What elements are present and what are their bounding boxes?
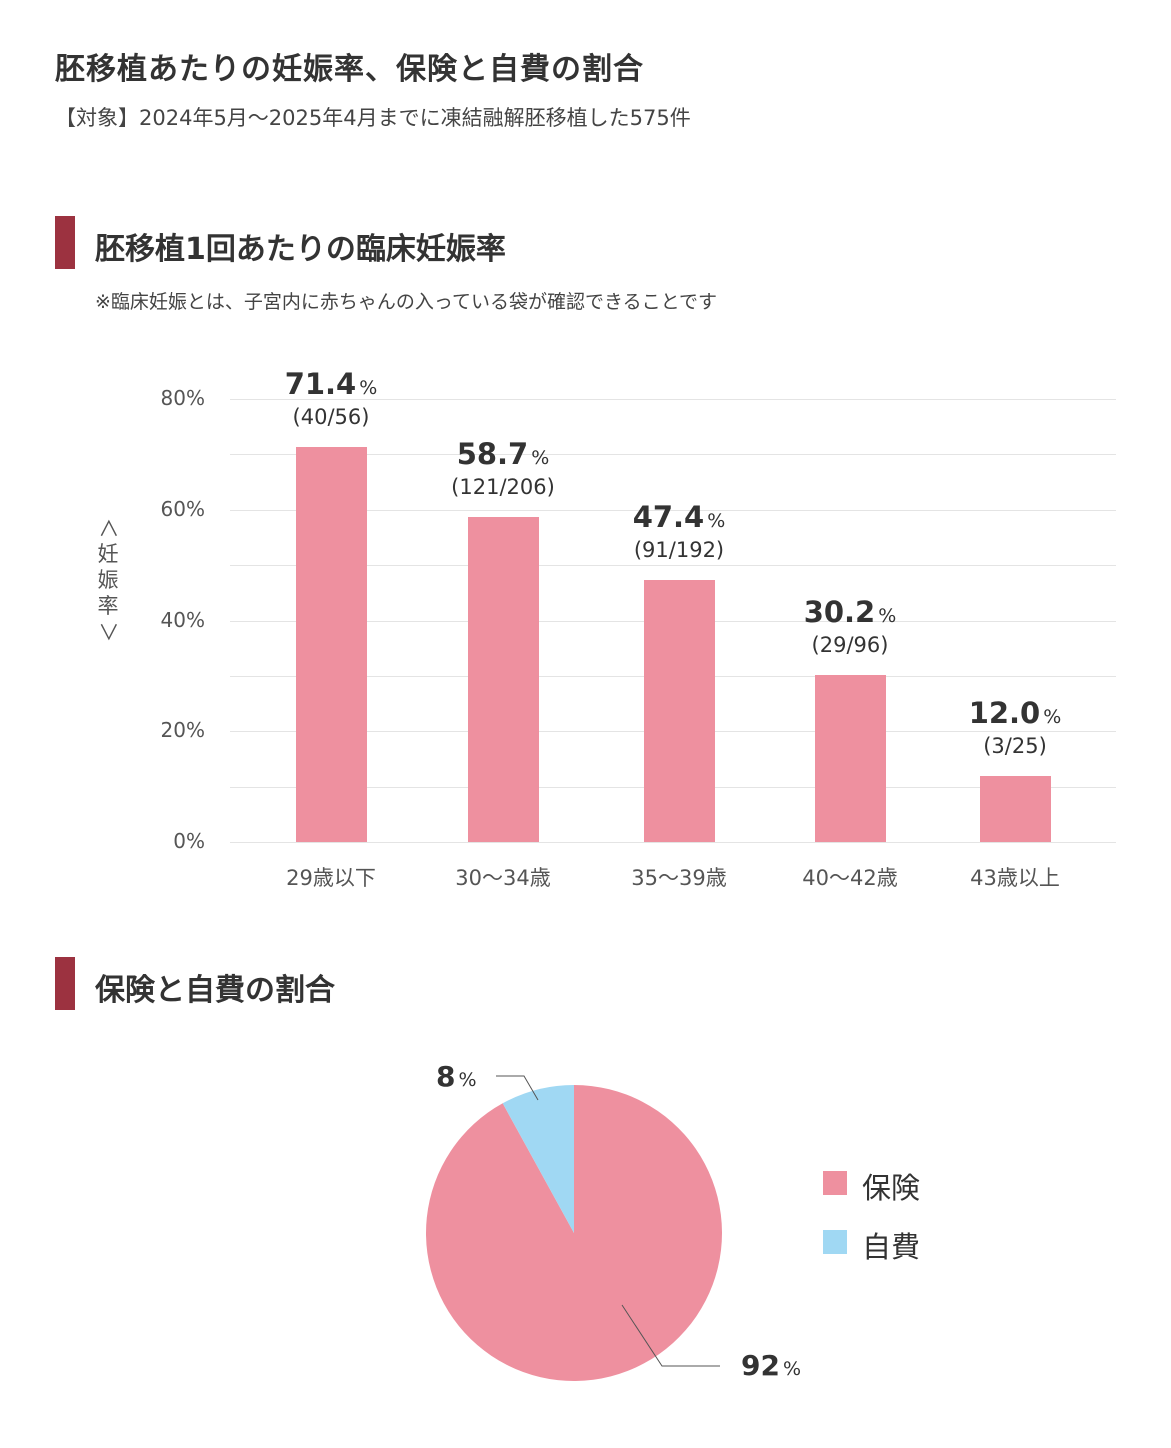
bar-value-number: 71.4 — [284, 366, 357, 401]
x-tick-label: 29歳以下 — [286, 866, 376, 890]
y-axis-label-char: 娠 — [97, 568, 119, 592]
section-note: ※臨床妊娠とは、子宮内に赤ちゃんの入っている袋が確認できることです — [95, 291, 718, 313]
pie-value-unit: % — [458, 1069, 477, 1091]
legend-swatch-self-pay — [823, 1230, 847, 1254]
legend-swatch-insurance — [823, 1171, 847, 1195]
pie-value-number: 92 — [741, 1349, 780, 1382]
y-axis-label-char: 率 — [97, 594, 119, 618]
section-heading-pregnancy-rate: 胚移植1回あたりの臨床妊娠率 — [95, 232, 506, 267]
bar-value-unit: % — [531, 446, 550, 469]
bar-value-label: 12.0% — [925, 696, 1105, 730]
gridline — [230, 399, 1116, 400]
bar-value-number: 47.4 — [632, 499, 705, 534]
bar — [814, 674, 886, 842]
pie-label-self-pay: 8% — [436, 1060, 477, 1093]
y-tick-label: 0% — [173, 829, 205, 853]
bar-count-label: (29/96) — [811, 632, 889, 657]
y-axis-label: ＜ 妊 娠 率 ＞ — [94, 515, 122, 645]
x-tick-label: 30〜34歳 — [455, 866, 551, 890]
bar-count-label: (91/192) — [633, 537, 725, 562]
y-tick-label: 60% — [160, 496, 205, 521]
bar-count-label: (40/56) — [292, 404, 370, 429]
gridline — [230, 565, 1116, 567]
bar-value-label: 30.2% — [760, 595, 940, 629]
bar-value-number: 58.7 — [456, 436, 529, 471]
x-tick-label: 40〜42歳 — [802, 866, 898, 890]
bar — [643, 579, 715, 842]
bar-value-unit: % — [1043, 705, 1062, 728]
bar-value-number: 30.2 — [803, 594, 876, 629]
bar — [295, 446, 367, 842]
y-axis-label-char: 妊 — [97, 542, 119, 566]
pie-slice — [426, 1085, 723, 1381]
leader-line-insurance — [621, 1304, 720, 1367]
gridline — [230, 509, 1116, 511]
pie-slice — [502, 1085, 574, 1233]
legend-label-self-pay: 自費 — [862, 1230, 921, 1264]
bar-value-label: 71.4% — [241, 367, 421, 401]
bar-value-label: 58.7% — [413, 437, 593, 471]
x-tick-label: 43歳以上 — [970, 866, 1060, 890]
bar-value-number: 12.0 — [968, 695, 1041, 730]
page-subtitle: 【対象】2024年5月〜2025年4月までに凍結融解胚移植した575件 — [55, 106, 691, 130]
pie-label-insurance: 92% — [741, 1349, 801, 1382]
bar-value-unit: % — [878, 604, 897, 627]
section-accent-bar — [55, 957, 75, 1010]
legend-label-insurance: 保険 — [862, 1171, 921, 1205]
section-heading-insurance-ratio: 保険と自費の割合 — [95, 973, 335, 1008]
bar — [979, 775, 1051, 842]
section-accent-bar — [55, 216, 75, 269]
bar-value-unit: % — [359, 376, 378, 399]
bar — [467, 516, 539, 842]
gridline — [230, 842, 1116, 843]
bar-count-label: (3/25) — [983, 733, 1047, 758]
x-tick-label: 35〜39歳 — [631, 866, 727, 890]
gridline — [230, 454, 1116, 456]
bar-value-unit: % — [707, 509, 726, 532]
bar-value-label: 47.4% — [589, 500, 769, 534]
y-tick-label: 80% — [160, 386, 205, 410]
pie-value-unit: % — [782, 1358, 802, 1380]
leader-line-self-pay — [496, 1075, 539, 1101]
bar-count-label: (121/206) — [451, 474, 555, 499]
pie-value-number: 8 — [436, 1060, 456, 1093]
y-tick-label: 20% — [160, 718, 205, 743]
y-tick-label: 40% — [160, 607, 205, 632]
page-title: 胚移植あたりの妊娠率、保険と自費の割合 — [55, 52, 644, 87]
